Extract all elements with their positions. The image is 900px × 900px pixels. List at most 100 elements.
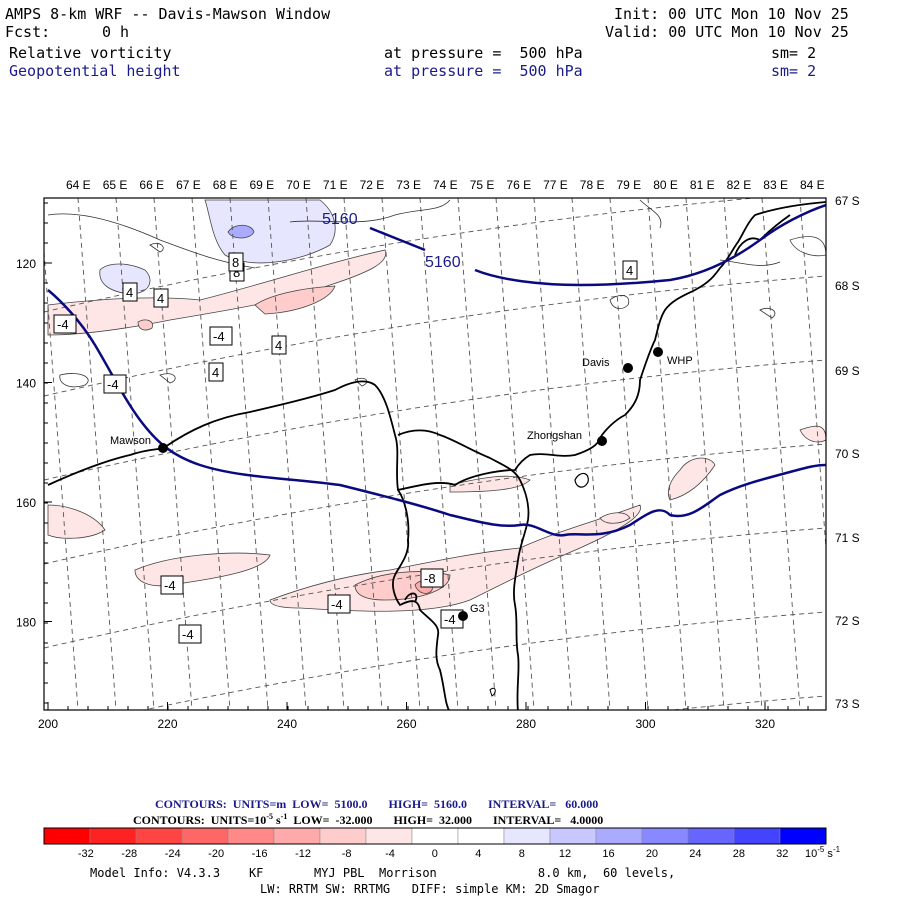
colorbar-frame	[43, 827, 827, 845]
longitude-label: 72 E	[360, 178, 385, 192]
longitude-label: 67 E	[176, 178, 201, 192]
colorbar-label: 8	[519, 848, 525, 860]
longitude-label: 83 E	[763, 178, 788, 192]
vorticity-label: 4	[126, 285, 133, 300]
longitude-label: 70 E	[286, 178, 311, 192]
vorticity-label-box	[420, 568, 444, 588]
longitude-label: 84 E	[800, 178, 825, 192]
x-tick-label: 320	[755, 717, 775, 731]
y-tick-labels: 120 140 160 180	[16, 257, 36, 630]
colorbar-segment	[457, 827, 505, 845]
colorbar-label: -4	[385, 848, 395, 860]
colorbar-segment	[503, 827, 551, 845]
x-tick-label: 240	[277, 717, 297, 731]
longitude-label: 69 E	[250, 178, 275, 192]
station-marker-zhongshan	[597, 436, 607, 446]
vorticity-labels: 8 4 4 8 -4 -4 4 -4 4 -4 -4 -4 -8 -4 4	[53, 252, 638, 644]
stations: Mawson Davis WHP Zhongshan G3	[110, 347, 693, 621]
meridian-line	[761, 198, 801, 710]
vorticity-label: 8	[233, 265, 240, 280]
colorbar-unit: 10-5 s-1	[805, 845, 841, 860]
colorbar-segment	[43, 827, 91, 845]
colorbar-label: -12	[295, 848, 311, 860]
axis-ticks	[44, 202, 809, 710]
meridian-line	[799, 198, 826, 555]
parallel-line	[44, 275, 826, 397]
meridian-line	[723, 198, 763, 710]
field1-smoothing: sm= 2	[771, 44, 817, 62]
valid-time: Valid: 00 UTC Mon 10 Nov 25	[605, 23, 849, 41]
colorbar-label: 32	[776, 848, 788, 860]
negative-vorticity-core-north	[254, 285, 336, 315]
colorbar-segment	[779, 827, 827, 845]
meridian-line	[44, 245, 79, 710]
longitude-label: 76 E	[506, 178, 531, 192]
vorticity-label: 4	[157, 291, 164, 306]
vorticity-label: 8	[232, 255, 239, 270]
colorbar-segment	[227, 827, 275, 845]
colorbar-segment	[89, 827, 137, 845]
meridian-line	[381, 198, 421, 710]
vorticity-colorbar	[43, 827, 827, 845]
station-label: Mawson	[110, 435, 151, 447]
meridian-line	[305, 198, 345, 710]
latitude-label: 71 S	[835, 531, 860, 545]
y-tick-label: 140	[16, 377, 36, 391]
vorticity-label-box	[153, 288, 169, 308]
latitude-label: 73 S	[835, 697, 860, 711]
longitude-label: 80 E	[653, 178, 678, 192]
vorticity-label: 4	[275, 338, 282, 353]
zero-vorticity-contours	[47, 199, 781, 388]
x-tick-label: 260	[397, 717, 417, 731]
model-physics: LW: RRTM SW: RRTMG DIFF: simple KM: 2D S…	[260, 882, 600, 896]
meridian-line	[647, 198, 687, 710]
vorticity-label: -4	[57, 317, 69, 332]
station-label: Davis	[582, 357, 610, 369]
vorticity-label-box	[160, 575, 184, 595]
height-label: 5160	[322, 211, 358, 228]
vorticity-label-box	[271, 335, 287, 355]
station-label: G3	[470, 603, 485, 615]
field2-smoothing: sm= 2	[771, 62, 817, 80]
parallel-line	[669, 695, 826, 710]
vorticity-label: 4	[626, 263, 633, 278]
longitude-label: 65 E	[103, 178, 128, 192]
forecast-hour: 0 h	[102, 23, 130, 41]
colorbar-segment	[641, 827, 689, 845]
latitude-label: 72 S	[835, 614, 860, 628]
colorbar-label: -32	[78, 848, 94, 860]
colorbar-label: 12	[559, 848, 571, 860]
height-label: 5160	[425, 254, 461, 271]
station-marker-whp	[653, 347, 663, 357]
station-marker-g3	[458, 611, 468, 621]
field1-name: Relative vorticity	[9, 44, 172, 62]
colorbar-label: -28	[121, 848, 137, 860]
latitude-label: 69 S	[835, 364, 860, 378]
height-contour-info: CONTOURS: UNITS=m LOW= 5100.0 HIGH= 5160…	[155, 797, 599, 811]
latitude-label: 70 S	[835, 447, 860, 461]
positive-vorticity-area-north	[204, 199, 336, 264]
graticule	[44, 198, 826, 710]
vorticity-label-box	[122, 282, 138, 302]
vorticity-label: -4	[107, 377, 119, 392]
parallel-line	[44, 198, 760, 313]
y-tick-label: 120	[16, 257, 36, 271]
colorbar-label: -16	[252, 848, 268, 860]
vorticity-label: -4	[182, 627, 194, 642]
model-info: Model Info: V4.3.3 KF MYJ PBL Morrison 8…	[90, 866, 676, 880]
meridian-line	[229, 198, 269, 710]
longitude-label: 77 E	[543, 178, 568, 192]
field1-level: at pressure = 500 hPa	[384, 44, 583, 62]
colorbar-label: 0	[432, 848, 438, 860]
latitude-label: 68 S	[835, 279, 860, 293]
plot-frame	[43, 197, 827, 711]
longitude-label: 79 E	[617, 178, 642, 192]
init-time: Init: 00 UTC Mon 10 Nov 25	[614, 5, 849, 23]
meridian-line	[571, 198, 611, 710]
colorbar-label: -24	[165, 848, 181, 860]
meridian-line	[495, 198, 535, 710]
longitude-label: 74 E	[433, 178, 458, 192]
colorbar-label: 16	[602, 848, 614, 860]
colorbar-labels: -32 -28 -24 -20 -16 -12 -8 -4 0 4 8 12 16 20 24 28 32	[78, 848, 789, 860]
